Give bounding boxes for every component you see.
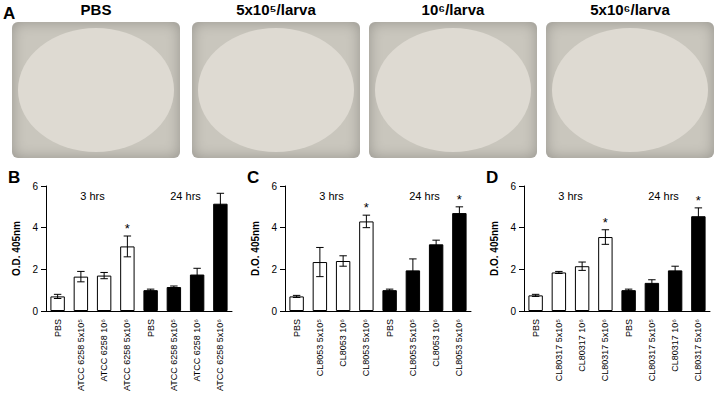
- svg-text:*: *: [364, 200, 369, 215]
- svg-text:CL80317 10⁶: CL80317 10⁶: [670, 319, 680, 372]
- svg-text:0: 0: [271, 306, 277, 317]
- svg-text:PBS: PBS: [292, 319, 302, 337]
- svg-text:0: 0: [32, 306, 38, 317]
- svg-text:C: C: [247, 168, 259, 187]
- svg-text:PBS: PBS: [53, 319, 63, 337]
- svg-text:D: D: [486, 168, 498, 187]
- html-text:10⁶/larva: 10⁶/larva: [421, 1, 485, 18]
- svg-text:CL80317 5x10⁶: CL80317 5x10⁶: [693, 319, 703, 382]
- html-text:PBS: PBS: [80, 1, 112, 18]
- svg-text:CL80317 5x10⁶: CL80317 5x10⁶: [600, 319, 610, 382]
- svg-text:O.D. 405nm: O.D. 405nm: [11, 221, 22, 276]
- svg-text:2: 2: [510, 264, 516, 275]
- svg-text:PBS: PBS: [624, 319, 634, 337]
- svg-text:ATCC 6258 10⁶: ATCC 6258 10⁶: [99, 319, 109, 382]
- svg-text:CL80317 5x10⁵: CL80317 5x10⁵: [647, 319, 657, 382]
- svg-text:CL8053 5x10⁶: CL8053 5x10⁶: [454, 319, 464, 377]
- svg-text:CL8053 5x10⁵: CL8053 5x10⁵: [315, 319, 325, 377]
- html-text:5x10⁶/larva: 5x10⁶/larva: [590, 1, 670, 18]
- svg-text:24 hrs: 24 hrs: [648, 190, 679, 202]
- svg-text:*: *: [603, 215, 608, 230]
- svg-text:6: 6: [32, 181, 38, 192]
- svg-text:ATCC 6258 5x10⁶: ATCC 6258 5x10⁶: [122, 319, 132, 391]
- svg-text:D.O. 405nm: D.O. 405nm: [250, 221, 261, 276]
- svg-text:CL8053 5x10⁵: CL8053 5x10⁵: [408, 319, 418, 377]
- svg-text:24 hrs: 24 hrs: [170, 190, 201, 202]
- svg-text:CL8053 10⁶: CL8053 10⁶: [431, 319, 441, 367]
- svg-text:ATCC 6258 5x10⁵: ATCC 6258 5x10⁵: [169, 319, 179, 391]
- svg-text:*: *: [696, 193, 701, 208]
- svg-text:24 hrs: 24 hrs: [409, 190, 440, 202]
- svg-text:CL8053 10⁶: CL8053 10⁶: [338, 319, 348, 367]
- svg-text:ATCC 6258 10⁶: ATCC 6258 10⁶: [192, 319, 202, 382]
- svg-text:CL80317 10⁶: CL80317 10⁶: [577, 319, 587, 372]
- svg-text:4: 4: [510, 222, 516, 233]
- svg-text:0: 0: [510, 306, 516, 317]
- svg-text:*: *: [218, 178, 223, 193]
- html-text:5x10⁵/larva: 5x10⁵/larva: [236, 1, 316, 18]
- svg-text:4: 4: [32, 222, 38, 233]
- svg-text:6: 6: [271, 181, 277, 192]
- html-text:A: A: [3, 4, 16, 23]
- svg-text:6: 6: [510, 181, 516, 192]
- svg-text:*: *: [457, 192, 462, 207]
- svg-text:2: 2: [32, 264, 38, 275]
- svg-text:ATCC 6258 5x10⁶: ATCC 6258 5x10⁶: [215, 319, 225, 391]
- svg-text:CL8053 5x10⁶: CL8053 5x10⁶: [361, 319, 371, 377]
- svg-text:4: 4: [271, 222, 277, 233]
- svg-text:3 hrs: 3 hrs: [319, 190, 344, 202]
- svg-text:B: B: [8, 168, 20, 187]
- svg-text:3 hrs: 3 hrs: [80, 190, 105, 202]
- svg-text:D.O. 405nm: D.O. 405nm: [489, 221, 500, 276]
- svg-text:PBS: PBS: [146, 319, 156, 337]
- svg-text:2: 2: [271, 264, 277, 275]
- svg-text:ATCC 6258 5x10⁵: ATCC 6258 5x10⁵: [76, 319, 86, 391]
- svg-text:PBS: PBS: [531, 319, 541, 337]
- svg-text:*: *: [125, 221, 130, 236]
- svg-text:3 hrs: 3 hrs: [558, 190, 583, 202]
- svg-text:PBS: PBS: [385, 319, 395, 337]
- svg-text:CL80317 5x10⁵: CL80317 5x10⁵: [554, 319, 564, 382]
